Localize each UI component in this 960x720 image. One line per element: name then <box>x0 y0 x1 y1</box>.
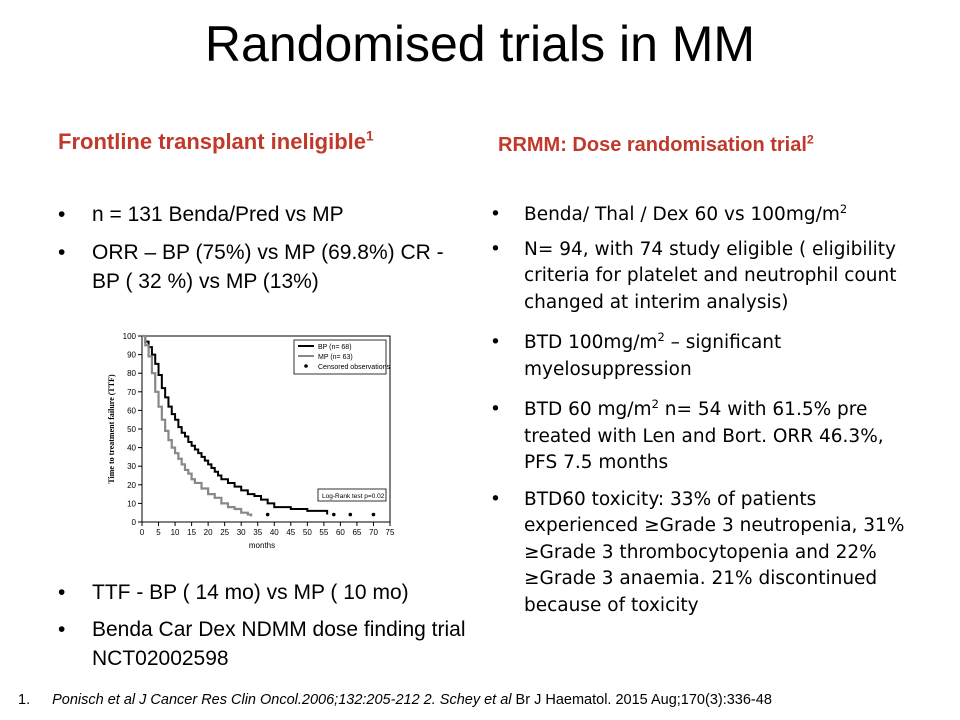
chart-legend: BP (n= 68) MP (n= 63) Censored observation… <box>293 339 390 502</box>
annotation-box <box>317 488 387 502</box>
x-tick-label: 55 <box>319 528 328 537</box>
footnote-plain-text: Br J Haematol. 2015 Aug;170(3):336-48 <box>511 692 772 708</box>
x-tick-label: 15 <box>187 528 196 537</box>
chart-lines <box>142 334 376 517</box>
superscript: 2 <box>657 329 665 344</box>
bullet-dot: • <box>58 241 66 264</box>
censored-point <box>348 512 353 517</box>
right-bullet: • BTD 60 mg/m2 n= 54 with 61.5% pre treat… <box>490 397 910 477</box>
y-tick-label: 10 <box>127 499 136 508</box>
x-tick-label: 50 <box>303 528 312 537</box>
y-tick-label: 30 <box>127 462 136 471</box>
right-bullet-text: N= 94, with 74 study eligible ( eligibil… <box>524 238 897 313</box>
references-footnote: 1. Ponisch et al J Cancer Res Clin Oncol.… <box>18 692 772 708</box>
y-tick-label: 80 <box>127 369 136 378</box>
right-bullet-text: BTD 60 mg/m <box>524 399 652 420</box>
left-bullet-text: ORR – BP (75%) vs MP (69.8%) CR - BP ( 3… <box>92 241 444 293</box>
right-bullet: • Benda/ Thal / Dex 60 vs 100mg/m2 <box>490 202 910 229</box>
left-heading-footnote-ref: 1 <box>366 128 374 144</box>
left-bullet-text: n = 131 Benda/Pred vs MP <box>92 203 344 226</box>
x-tick-label: 70 <box>369 528 378 537</box>
x-axis-label: months <box>249 541 275 550</box>
x-tick-label: 25 <box>220 528 229 537</box>
x-tick-label: 10 <box>171 528 180 537</box>
left-bullets-bottom: • TTF - BP ( 14 mo) vs MP ( 10 mo) • Benda… <box>58 578 468 673</box>
legend-entry: BP (n= 68) <box>318 344 352 351</box>
y-tick-label: 20 <box>127 481 136 490</box>
y-tick-label: 90 <box>127 351 136 360</box>
left-heading-text: Frontline transplant ineligible <box>58 129 367 154</box>
x-tick-label: 5 <box>156 528 161 537</box>
superscript: 2 <box>839 201 848 216</box>
annotation-text: Log-Rank test p=0.02 <box>322 493 385 500</box>
y-tick-label: 100 <box>123 332 137 341</box>
y-axis-label: Time to treatment failure (TTF) <box>107 374 116 484</box>
x-tick-label: 35 <box>253 528 262 537</box>
bullet-dot: • <box>490 238 501 260</box>
y-tick-label: 40 <box>127 444 136 453</box>
right-column-heading: RRMM: Dose randomisation trial2 <box>498 130 814 160</box>
left-bullet: • ORR – BP (75%) vs MP (69.8%) CR - BP ( … <box>58 238 468 296</box>
x-tick-label: 0 <box>140 528 145 537</box>
bullet-dot: • <box>490 399 501 420</box>
bullet-dot: • <box>58 581 66 604</box>
x-tick-label: 40 <box>270 528 279 537</box>
y-tick-label: 60 <box>127 406 136 415</box>
right-bullet-text: – significant myelosuppression <box>524 332 782 380</box>
footnote-italic-text: Ponisch et al J Cancer Res Clin Oncol.20… <box>52 692 512 708</box>
footnote-number: 1. <box>18 692 31 708</box>
legend-swatch <box>304 364 308 368</box>
censored-point <box>265 512 270 517</box>
left-column-heading: Frontline transplant ineligible1 <box>58 127 374 157</box>
right-heading-text: RRMM: Dose randomisation trial <box>498 134 807 156</box>
legend-entry: Censored observations <box>318 364 390 371</box>
right-bullet-text: BTD60 toxicity: 33% of patients experien… <box>524 488 905 616</box>
ttf-kaplan-meier-chart: 0 10 20 30 40 50 60 70 80 90 100 0 5 10 15 20 25 30 35 40 45… <box>107 332 395 550</box>
left-bullet: • Benda Car Dex NDMM dose finding trial N… <box>58 615 468 673</box>
censored-point <box>371 512 376 517</box>
right-bullets: • Benda/ Thal / Dex 60 vs 100mg/m2 • N= 94… <box>490 202 910 619</box>
y-tick-label: 50 <box>127 425 136 434</box>
x-tick-label: 75 <box>386 528 395 537</box>
right-bullet-text: Benda/ Thal / Dex 60 vs 100mg/m <box>524 204 840 225</box>
series-line <box>142 334 253 517</box>
x-tick-label: 30 <box>237 528 246 537</box>
x-tick-label: 60 <box>336 528 345 537</box>
y-tick-label: 70 <box>127 388 136 397</box>
right-bullet: • BTD 100mg/m2 – significant myelosuppres… <box>490 330 910 383</box>
y-tick-label: 0 <box>132 518 137 527</box>
left-bullets-top: • n = 131 Benda/Pred vs MP • ORR – BP (75%… <box>58 200 468 296</box>
right-heading-footnote-ref: 2 <box>806 132 814 147</box>
left-bullet-text: TTF - BP ( 14 mo) vs MP ( 10 mo) <box>92 581 409 604</box>
right-bullet: • BTD60 toxicity: 33% of patients experie… <box>490 487 910 620</box>
left-bullet: • TTF - BP ( 14 mo) vs MP ( 10 mo) <box>58 578 468 607</box>
x-tick-label: 20 <box>204 528 213 537</box>
legend-entry: MP (n= 63) <box>318 354 353 361</box>
right-bullet-text: BTD 100mg/m <box>524 332 658 353</box>
superscript: 2 <box>651 396 659 411</box>
x-tick-label: 65 <box>352 528 361 537</box>
right-bullet-text: n= 54 with 61.5% pre treated with Len an… <box>524 399 884 473</box>
chart-ticks: 0 10 20 30 40 50 60 70 80 90 100 0 5 10 15 20 25 30 35 40 45… <box>107 332 395 550</box>
bullet-dot: • <box>58 203 66 226</box>
series-line <box>142 335 329 515</box>
bullet-dot: • <box>58 618 66 641</box>
right-bullet: • N= 94, with 74 study eligible ( eligibi… <box>490 237 910 317</box>
bullet-dot: • <box>490 488 501 510</box>
left-bullet-text: Benda Car Dex NDMM dose finding trial NC… <box>92 618 466 670</box>
bullet-dot: • <box>490 332 501 353</box>
slide-title: Randomised trials in MM <box>204 16 756 72</box>
bullet-dot: • <box>490 204 501 225</box>
censored-point <box>331 512 336 517</box>
left-bullet: • n = 131 Benda/Pred vs MP <box>58 200 468 229</box>
x-tick-label: 45 <box>286 528 295 537</box>
